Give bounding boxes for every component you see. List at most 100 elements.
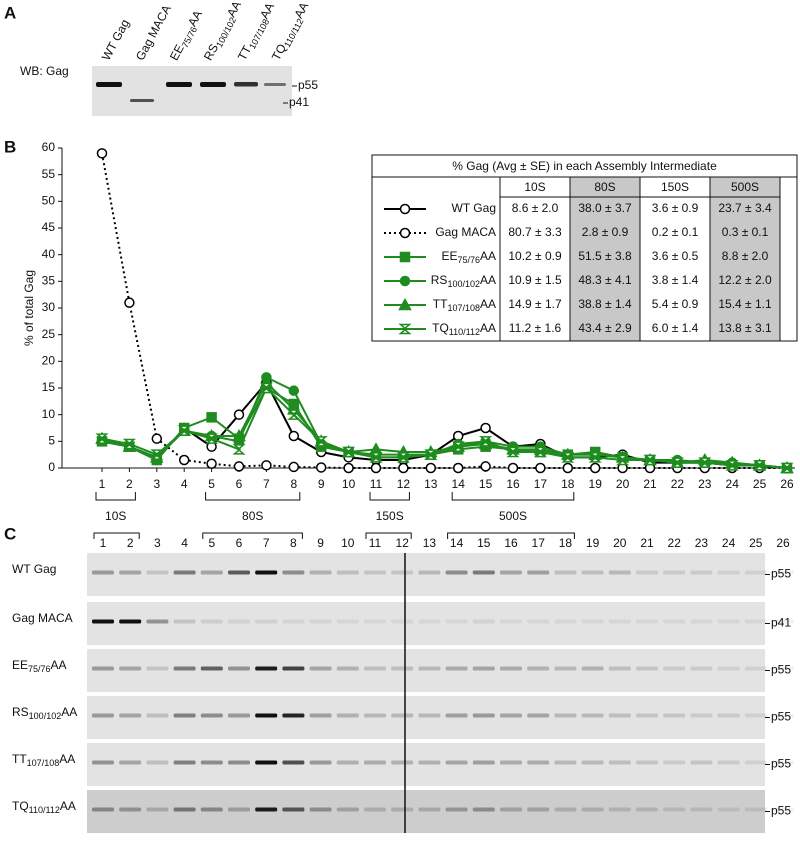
lane-number: 14 (450, 536, 464, 550)
band-label: p55 (298, 78, 318, 92)
gel-band (255, 619, 278, 624)
series-name: TQ110/112AA (12, 799, 76, 815)
band-label: p55 (771, 567, 791, 581)
gel-band (527, 619, 550, 624)
lane-number: 16 (504, 536, 518, 550)
gel-band (527, 760, 550, 765)
gel-band (200, 570, 223, 575)
lane-number: 6 (236, 536, 243, 550)
gel-band (717, 570, 740, 575)
gel-band (744, 619, 767, 624)
name-text: EE (441, 249, 457, 263)
gel-band (309, 807, 332, 812)
band (96, 82, 122, 87)
gel-band (608, 807, 631, 812)
gel-band (663, 713, 686, 718)
name-subscript: 100/102 (447, 279, 480, 289)
y-tick-label: 5 (48, 434, 55, 448)
x-tick-label: 6 (236, 477, 243, 491)
lane-number: 2 (127, 536, 134, 550)
y-tick-label: 10 (42, 407, 56, 421)
gel-band (717, 713, 740, 718)
point (398, 462, 409, 474)
lane-number: 9 (317, 536, 324, 550)
gel-band (690, 619, 713, 624)
name-suffix: AA (224, 0, 244, 19)
lane-number: 11 (369, 536, 382, 550)
name-suffix: AA (60, 799, 76, 813)
gel-band (772, 760, 794, 765)
gel-band (445, 760, 468, 765)
point (287, 409, 301, 420)
column-header: 150S (661, 180, 689, 194)
point (399, 227, 411, 239)
point (315, 462, 327, 473)
gel-band (200, 619, 223, 624)
table-cell: 8.8 ± 2.0 (722, 249, 769, 263)
point (506, 446, 520, 458)
series-name: TT107/108AA (433, 297, 496, 313)
gel-band (744, 570, 767, 575)
gel-band (663, 760, 686, 765)
gel-band (608, 713, 631, 718)
name-text: TQ (12, 799, 29, 813)
point (204, 433, 219, 444)
gel-band (608, 570, 631, 575)
gel-band (282, 807, 305, 812)
x-tick-label: 17 (534, 477, 548, 491)
point (425, 462, 437, 474)
name-suffix: AA (51, 658, 67, 672)
name-subscript: 100/102 (214, 16, 238, 49)
gel-band (146, 713, 169, 718)
gel-band (146, 807, 169, 812)
gel-band (472, 570, 495, 575)
gel-band (173, 760, 196, 765)
gel-band (418, 619, 441, 624)
gel-band (119, 666, 142, 671)
x-tick-label: 19 (589, 477, 603, 491)
point (341, 446, 356, 458)
gel-band (717, 666, 740, 671)
x-tick-label: 14 (452, 477, 466, 491)
x-tick-label: 13 (424, 477, 438, 491)
y-tick-label: 35 (42, 274, 56, 288)
series-line (101, 381, 788, 469)
gel-band (636, 807, 658, 812)
point (288, 461, 300, 473)
gel-band (772, 570, 794, 575)
gel-band (336, 666, 359, 671)
point (124, 297, 135, 308)
gel-band (500, 713, 522, 718)
gel-band (581, 666, 604, 671)
gel-band (119, 807, 142, 812)
gel-band (418, 760, 441, 765)
gel-band (200, 713, 223, 718)
point (615, 454, 630, 466)
gel-band (500, 666, 522, 671)
gel-band (581, 713, 604, 718)
series-name: WT Gag (99, 17, 132, 63)
gel-band (608, 666, 631, 671)
gel-band (336, 760, 359, 765)
lane-number: 7 (263, 536, 270, 550)
shaded-column (570, 177, 640, 341)
table-cell: 6.0 ± 1.4 (652, 321, 699, 335)
band (130, 99, 154, 102)
gel-band (663, 570, 686, 575)
gel-band (119, 619, 142, 624)
name-subscript: 75/76 (457, 255, 480, 265)
name-suffix: AA (480, 273, 496, 287)
gel-band (554, 713, 577, 718)
table-cell: 12.2 ± 2.0 (718, 273, 772, 287)
gel-band (309, 713, 332, 718)
y-axis-label: % of total Gag (22, 270, 36, 346)
gel-band (500, 807, 522, 812)
lane-number: 24 (722, 536, 736, 550)
gel-band (445, 666, 468, 671)
y-tick-label: 45 (42, 220, 56, 234)
gel-band (364, 666, 386, 671)
gel-band (364, 760, 386, 765)
lane-number: 8 (290, 536, 297, 550)
gel-band (228, 807, 250, 812)
table-cell: 48.3 ± 4.1 (578, 273, 632, 287)
